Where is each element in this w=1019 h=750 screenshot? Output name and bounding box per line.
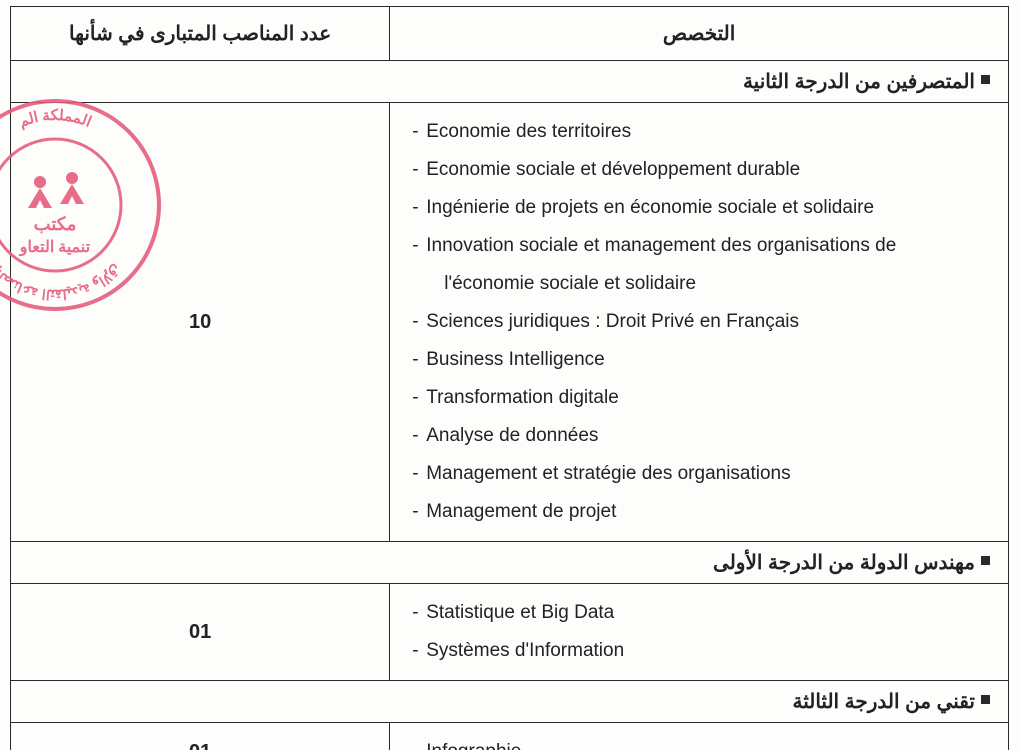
list-item: Management et stratégie des organisation… [412,455,1000,493]
positions-table: عدد المناصب المتبارى في شأنها التخصص الم… [10,6,1009,750]
count-cell: 10 [11,103,390,542]
section-row: 01 Statistique et Big DataSystèmes d'Info… [11,584,1009,681]
list-item: Systèmes d'Information [412,632,1000,670]
header-count: عدد المناصب المتبارى في شأنها [11,7,390,61]
list-item: Business Intelligence [412,341,1000,379]
list-item: Economie sociale et développement durabl… [412,151,1000,189]
category-label: مهندس الدولة من الدرجة الأولى [713,552,975,574]
count-cell: 01 [11,584,390,681]
list-item: Statistique et Big Data [412,594,1000,632]
category-cell: المتصرفين من الدرجة الثانية [11,61,1009,103]
list-item: Innovation sociale et management des org… [412,227,1000,265]
bullet-icon [981,695,990,704]
list-item: Economie des territoires [412,113,1000,151]
bullet-icon [981,556,990,565]
table-body: المتصرفين من الدرجة الثانية10Economie de… [11,61,1009,750]
spec-list: Statistique et Big DataSystèmes d'Inform… [412,594,1000,670]
category-row: المتصرفين من الدرجة الثانية [11,61,1009,103]
list-item: l'économie sociale et solidaire [412,265,1000,303]
list-item: Sciences juridiques : Droit Privé en Fra… [412,303,1000,341]
section-row: 01 Infographie [11,723,1009,750]
list-item: Analyse de données [412,417,1000,455]
spec-list: Infographie [412,733,1000,750]
count-cell: 01 [11,723,390,750]
category-row: مهندس الدولة من الدرجة الأولى [11,542,1009,584]
spec-cell: Economie des territoiresEconomie sociale… [390,103,1009,542]
section-row: 10Economie des territoiresEconomie socia… [11,103,1009,542]
header-spec: التخصص [390,7,1009,61]
category-row: تقني من الدرجة الثالثة [11,681,1009,723]
table-header-row: عدد المناصب المتبارى في شأنها التخصص [11,7,1009,61]
bullet-icon [981,75,990,84]
spec-cell: Statistique et Big DataSystèmes d'Inform… [390,584,1009,681]
page: المملكة الم والصناعة التقليدية والإق مكت… [0,0,1019,750]
category-cell: تقني من الدرجة الثالثة [11,681,1009,723]
list-item: Infographie [412,733,1000,750]
spec-list: Economie des territoiresEconomie sociale… [412,113,1000,531]
spec-cell: Infographie [390,723,1009,750]
list-item: Management de projet [412,493,1000,531]
category-cell: مهندس الدولة من الدرجة الأولى [11,542,1009,584]
category-label: تقني من الدرجة الثالثة [792,691,975,713]
category-label: المتصرفين من الدرجة الثانية [743,71,975,93]
list-item: Transformation digitale [412,379,1000,417]
list-item: Ingénierie de projets en économie social… [412,189,1000,227]
